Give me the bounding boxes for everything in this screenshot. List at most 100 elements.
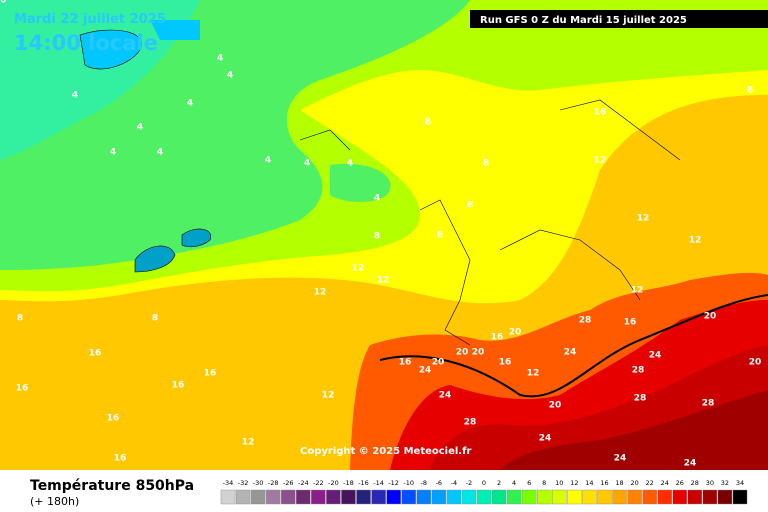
scale-label: -24 [298, 479, 309, 487]
lake [79, 29, 142, 70]
run-info: Run GFS 0 Z du Mardi 15 juillet 2025 [480, 15, 687, 26]
contour-label: 8 [747, 86, 753, 96]
scale-swatch [552, 489, 567, 505]
contour-label: 16 [594, 108, 607, 118]
contour-label: 8 [152, 314, 158, 324]
contour-label: 4 [217, 54, 223, 64]
contour-label: 12 [377, 276, 390, 286]
contour-label: 16 [0, 0, 6, 6]
scale-label: 16 [600, 479, 608, 487]
scale-swatch [356, 489, 371, 505]
scale-label: -22 [313, 479, 324, 487]
scale-swatch [687, 489, 703, 505]
contour-label: 12 [637, 214, 650, 224]
scale-label: 10 [555, 479, 563, 487]
scale-swatch [642, 489, 657, 505]
contour-label: 12 [242, 438, 255, 448]
contour-label: 4 [187, 99, 193, 109]
scale-label: -4 [451, 479, 457, 487]
copyright: Copyright © 2025 Meteociel.fr [300, 446, 471, 457]
scale-label: 24 [661, 479, 669, 487]
contour-label: 12 [689, 236, 702, 246]
contour-label: 24 [649, 351, 662, 361]
contour-label: 4 [157, 148, 163, 158]
contour-label: 16 [204, 369, 217, 379]
contour-label: 12 [631, 286, 644, 296]
scale-label: 12 [570, 479, 578, 487]
scale-label: 30 [706, 479, 714, 487]
contour-label: 4 [265, 156, 271, 166]
contour-label: 24 [539, 434, 552, 444]
scale-label: -26 [283, 479, 294, 487]
scale-swatch [281, 489, 296, 505]
scale-swatch [627, 489, 642, 505]
contour-label: 12 [352, 264, 365, 274]
footer-subtitle: (+ 180h) [30, 495, 79, 508]
contour-label: 16 [114, 454, 127, 464]
scale-label: -2 [466, 479, 472, 487]
scale-label: -14 [373, 479, 384, 487]
cold-pool [134, 245, 176, 273]
scale-label: 0 [482, 479, 486, 487]
contour-label: 4 [110, 148, 116, 158]
scale-label: -8 [421, 479, 427, 487]
cold-pool [181, 228, 212, 248]
scale-swatch [250, 489, 266, 505]
scale-label: 18 [615, 479, 623, 487]
contour-label: 16 [89, 349, 102, 359]
scale-label: -12 [388, 479, 399, 487]
scale-label: 34 [736, 479, 744, 487]
contour-label: 4 [374, 194, 380, 204]
scale-swatch [702, 489, 718, 505]
contour-label: 4 [304, 159, 310, 169]
contour-label: 20 [432, 358, 445, 368]
scale-label: -16 [358, 479, 369, 487]
coastline [299, 99, 681, 346]
scale-swatch [461, 489, 477, 505]
scale-swatch [371, 489, 386, 505]
contour-label: 8 [374, 232, 380, 242]
field-4b [330, 163, 391, 202]
contour-label: 4 [347, 159, 353, 169]
scale-label: -28 [268, 479, 279, 487]
forecast-date: Mardi 22 juillet 2025 [14, 12, 166, 27]
contour-label: 24 [439, 391, 452, 401]
scale-swatch [521, 489, 537, 505]
contour-label: 4 [227, 71, 233, 81]
scale-label: -6 [436, 479, 442, 487]
contour-label: 8 [483, 159, 489, 169]
contour-label: 8 [437, 231, 443, 241]
scale-swatch [311, 489, 326, 505]
scale-label: 26 [676, 479, 684, 487]
footer-title: Température 850hPa [30, 478, 194, 494]
scale-label: 28 [691, 479, 699, 487]
color-scale: -34 -32 -30 -28 -26 -24 -22 -20 -18 -16 -14 -12 -10-… [220, 479, 748, 505]
contour-label: 16 [107, 414, 120, 424]
contour-label: 4 [72, 91, 78, 101]
contour-label: 28 [579, 316, 592, 326]
scale-swatch [597, 489, 612, 505]
scale-swatch [296, 489, 311, 505]
map-fields [0, 0, 768, 470]
run-box [470, 10, 768, 28]
contour-label: 28 [632, 366, 645, 376]
scale-swatch [235, 489, 251, 505]
contour-label: 28 [464, 418, 477, 428]
scale-label: 22 [646, 479, 654, 487]
contour-label: 20 [456, 348, 469, 358]
scale-swatch [401, 489, 416, 505]
contour-label: 12 [322, 391, 335, 401]
scale-swatch [672, 489, 687, 505]
cold-pool [150, 20, 200, 40]
scale-label: 6 [527, 479, 531, 487]
scale-swatch [326, 489, 341, 505]
contour-label: 28 [634, 394, 647, 404]
contour-label: 4 [137, 123, 143, 133]
forecast-time: 14:00 locale [14, 31, 158, 55]
scale-swatch [657, 489, 672, 505]
contour-label: 12 [314, 288, 327, 298]
contour-24 [379, 294, 768, 398]
scale-label: -34 [223, 479, 234, 487]
scale-label: 8 [542, 479, 546, 487]
contour-label: 8 [425, 118, 431, 128]
